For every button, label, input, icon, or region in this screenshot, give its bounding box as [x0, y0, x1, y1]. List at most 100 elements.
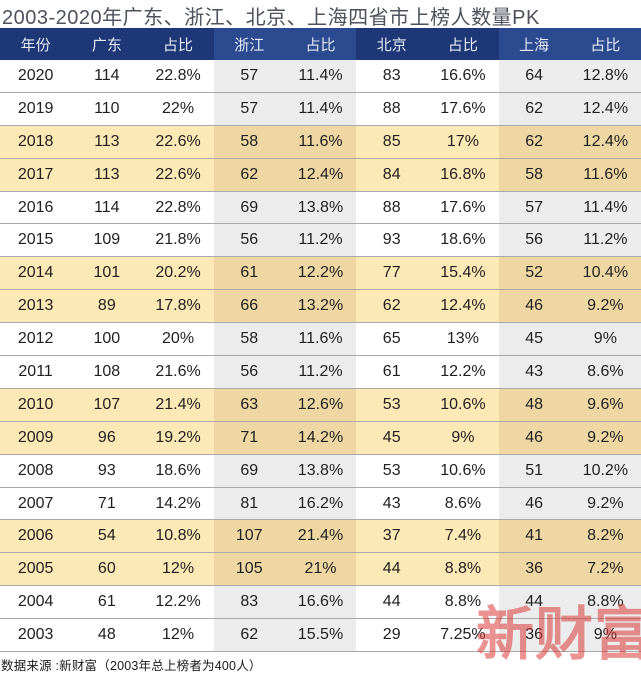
table-row: 2016 114 22.8% 69 13.8% 88 17.6% 57 11.4%: [0, 191, 641, 225]
column-header: 占比: [284, 28, 357, 60]
cell-year: 2013: [17, 297, 54, 315]
table-row: 2011 108 21.6% 56 11.2% 61 12.2% 43 8.6%: [0, 356, 641, 389]
table-cell: 8.8%: [569, 586, 641, 619]
table-cell: 88: [382, 198, 401, 216]
table-row: 2020 114 22.8% 57 11.4% 83 16.6% 64 12.8%: [0, 60, 641, 93]
page-title: 2003-2020年广东、浙江、北京、上海四省市上榜人数量PK: [2, 7, 540, 29]
table-cell: 62: [213, 619, 285, 652]
table-cell: 12.6%: [284, 388, 357, 421]
table-cell: 44: [382, 593, 401, 611]
table-cell: 11.6%: [569, 158, 641, 191]
table-cell: 11.2%: [569, 224, 641, 257]
column-header: 占比: [142, 28, 214, 60]
table-cell: 36: [498, 619, 570, 652]
cell-year: 2015: [17, 231, 54, 249]
table-cell: 44: [382, 560, 401, 578]
table-row: 2007 71 14.2% 81 16.2% 43 8.6% 46 9.2%: [0, 487, 641, 521]
table-cell: 9.2%: [569, 290, 641, 323]
table-cell: 43: [382, 494, 401, 512]
table-cell: 114: [94, 198, 120, 216]
table-cell: 10.8%: [155, 527, 201, 545]
table-cell: 56: [213, 356, 285, 388]
table-cell: 12.8%: [569, 60, 641, 92]
table-cell: 20.2%: [155, 264, 201, 282]
table-cell: 17%: [446, 132, 479, 150]
table-cell: 81: [213, 487, 285, 520]
cell-year: 2016: [17, 198, 54, 216]
table-cell: 46: [498, 421, 570, 454]
table-cell: 96: [97, 428, 116, 446]
table-cell: 71: [213, 421, 285, 454]
table-cell: 52: [498, 257, 570, 290]
table-cell: 22.8%: [155, 66, 201, 84]
table-cell: 109: [93, 231, 121, 249]
column-header: 上海: [498, 28, 570, 60]
table-cell: 43: [498, 356, 570, 388]
cell-year: 2004: [17, 593, 54, 611]
table-cell: 53: [382, 395, 401, 413]
cell-year: 2014: [17, 264, 54, 282]
table-cell: 12.4%: [569, 125, 641, 158]
cell-year: 2008: [17, 461, 54, 479]
table-cell: 57: [213, 60, 285, 92]
table-cell: 107: [213, 520, 285, 553]
table-cell: 46: [498, 487, 570, 520]
table-cell: 8.8%: [444, 560, 482, 578]
cell-year: 2017: [17, 165, 54, 183]
table-cell: 14.2%: [284, 421, 357, 454]
table-cell: 64: [498, 60, 570, 92]
table-cell: 13.8%: [284, 191, 357, 224]
table-cell: 21.4%: [284, 520, 357, 553]
table-row: 2009 96 19.2% 71 14.2% 45 9% 46 9.2%: [0, 421, 641, 455]
table-cell: 101: [93, 264, 121, 282]
table-cell: 17.8%: [155, 297, 201, 315]
cell-year: 2018: [17, 132, 54, 150]
table-cell: 88: [382, 99, 401, 117]
column-header: 广东: [71, 28, 143, 60]
table-cell: 62: [498, 92, 570, 125]
table-cell: 22%: [162, 99, 195, 117]
table-cell: 9.2%: [569, 487, 641, 520]
table-cell: 12%: [162, 560, 195, 578]
table-row: 2008 93 18.6% 69 13.8% 53 10.6% 51 10.2%: [0, 454, 641, 488]
table-cell: 45: [498, 323, 570, 356]
cell-year: 2006: [17, 527, 54, 545]
table-cell: 16.8%: [440, 165, 486, 183]
table-row: 2010 107 21.4% 63 12.6% 53 10.6% 48 9.6%: [0, 388, 641, 422]
table-cell: 100: [93, 330, 121, 348]
table-row: 2018 113 22.6% 58 11.6% 85 17% 62 12.4%: [0, 125, 641, 159]
table-cell: 9.6%: [569, 388, 641, 421]
table-cell: 13.2%: [284, 290, 357, 323]
table-cell: 12.4%: [284, 158, 357, 191]
cell-year: 2009: [17, 428, 54, 446]
column-header: 北京: [356, 28, 428, 60]
table-cell: 11.2%: [284, 224, 357, 257]
table-cell: 60: [97, 560, 116, 578]
table-cell: 83: [213, 586, 285, 619]
table-cell: 7.25%: [440, 626, 486, 644]
table-cell: 12.2%: [440, 362, 486, 380]
table-cell: 15.4%: [440, 264, 486, 282]
table-cell: 10.6%: [440, 461, 486, 479]
table-cell: 84: [382, 165, 401, 183]
table-cell: 16.2%: [284, 487, 357, 520]
table-row: 2017 113 22.6% 62 12.4% 84 16.8% 58 11.6%: [0, 158, 641, 192]
table-row: 2006 54 10.8% 107 21.4% 37 7.4% 41 8.2%: [0, 520, 641, 554]
table-cell: 22.6%: [155, 132, 201, 150]
table-cell: 62: [498, 125, 570, 158]
table-cell: 15.5%: [284, 619, 357, 652]
table-cell: 83: [382, 66, 401, 84]
cell-year: 2005: [17, 560, 54, 578]
table-row: 2019 110 22% 57 11.4% 88 17.6% 62 12.4%: [0, 92, 641, 126]
table-cell: 58: [213, 323, 285, 356]
table-cell: 9%: [569, 323, 641, 356]
table-cell: 12%: [162, 626, 195, 644]
table-cell: 11.6%: [284, 323, 357, 356]
table-cell: 10.2%: [569, 454, 641, 487]
table-cell: 37: [382, 527, 401, 545]
table-cell: 46: [498, 290, 570, 323]
table-row: 2004 61 12.2% 83 16.6% 44 8.8% 44 8.8%: [0, 586, 641, 620]
cell-year: 2019: [17, 99, 54, 117]
table-cell: 16.6%: [284, 586, 357, 619]
column-header: 浙江: [213, 28, 285, 60]
